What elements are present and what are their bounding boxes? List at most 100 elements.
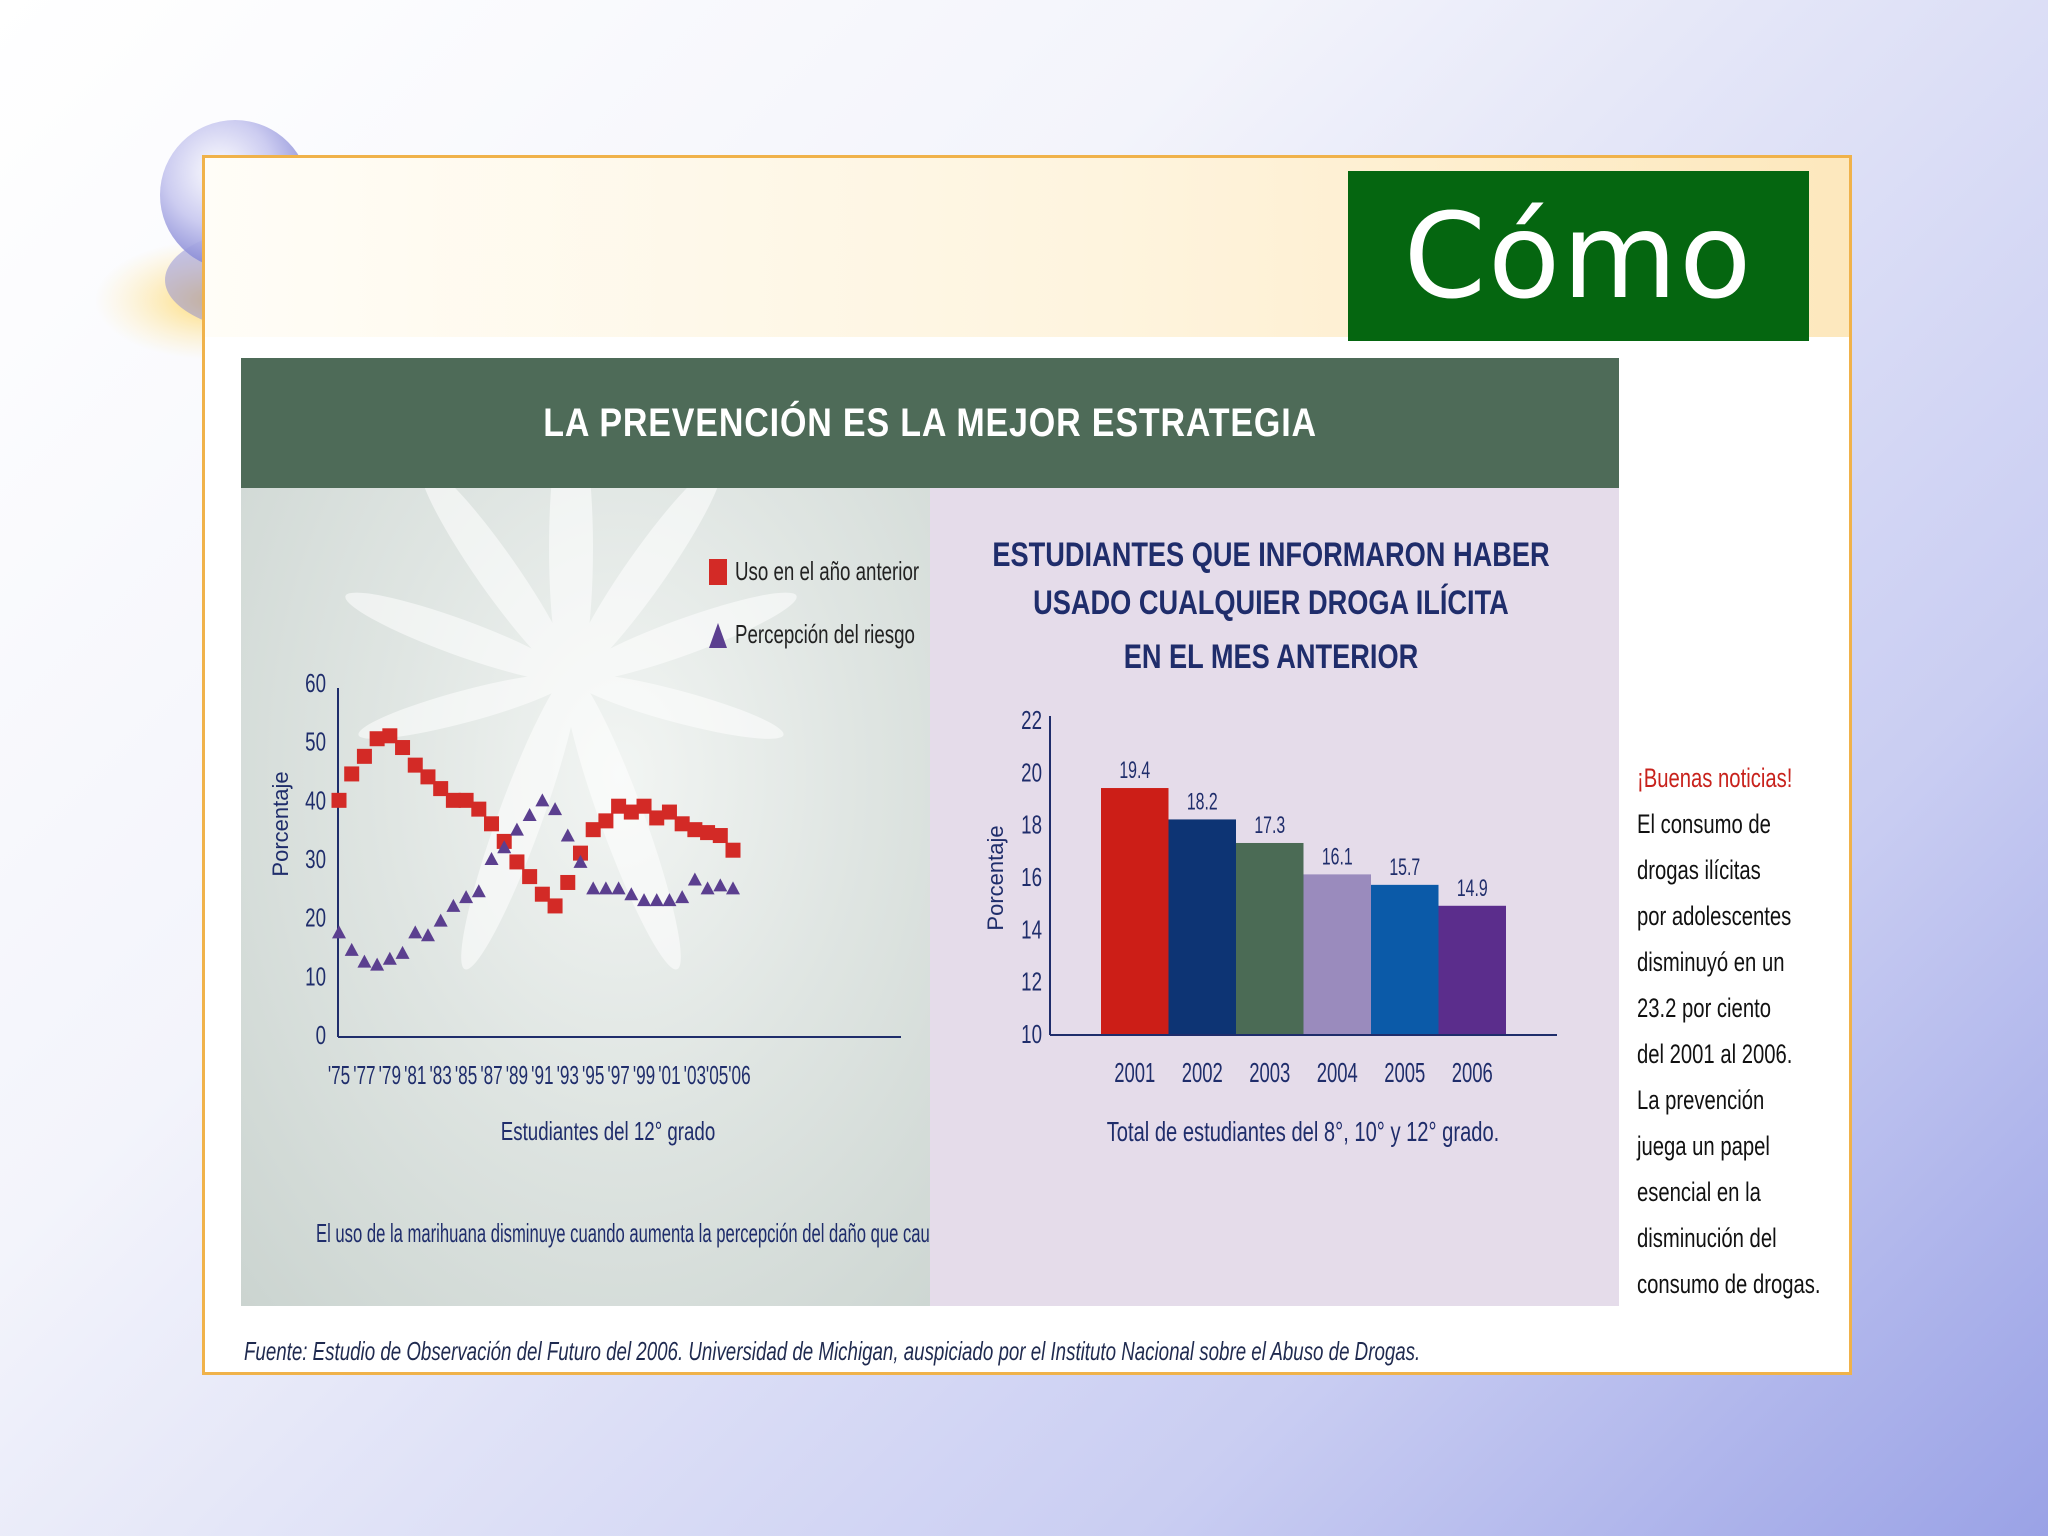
risk-data-point bbox=[357, 954, 372, 968]
bar-value-label: 16.1 bbox=[1322, 844, 1353, 870]
line-chart-ylabel: Porcentaje bbox=[268, 771, 293, 876]
risk-data-point bbox=[497, 840, 512, 854]
bar bbox=[1101, 788, 1169, 1034]
use-data-point bbox=[534, 886, 550, 902]
risk-data-point bbox=[535, 793, 550, 807]
risk-data-point bbox=[713, 878, 728, 892]
risk-data-point bbox=[395, 945, 410, 959]
legend-marker-use bbox=[709, 559, 727, 585]
risk-data-point bbox=[637, 893, 652, 907]
bar-chart-xlabel: Total de estudiantes del 8°, 10° y 12° g… bbox=[1107, 1117, 1500, 1148]
risk-data-point bbox=[420, 928, 435, 942]
news-line: La prevención bbox=[1637, 1085, 1765, 1115]
use-data-point bbox=[560, 874, 576, 890]
risk-data-point bbox=[611, 881, 626, 895]
legend-marker-risk bbox=[709, 623, 727, 648]
bar-value-label: 14.9 bbox=[1457, 876, 1488, 902]
line-chart-panel: 0 10 20 30 40 50 60 '75'77'79'81'83'85'87'89'91… bbox=[241, 488, 930, 1306]
bar-value-label: 17.3 bbox=[1254, 813, 1285, 839]
risk-data-point bbox=[459, 890, 474, 904]
use-data-point bbox=[636, 798, 652, 814]
y-tick-label: 0 bbox=[316, 1020, 326, 1050]
use-data-point bbox=[611, 798, 627, 814]
risk-data-point bbox=[598, 881, 613, 895]
y-tick-label: 22 bbox=[1021, 705, 1042, 735]
y-tick-label: 10 bbox=[305, 961, 326, 991]
x-tick-label: '93 bbox=[557, 1060, 579, 1090]
use-data-point bbox=[509, 854, 525, 870]
news-line: juega un papel bbox=[1637, 1131, 1770, 1161]
bar-chart-title-line-1: ESTUDIANTES QUE INFORMARON HABER bbox=[992, 535, 1549, 574]
risk-data-point bbox=[560, 828, 575, 842]
x-tick-label: 2002 bbox=[1182, 1058, 1223, 1089]
risk-data-point bbox=[649, 893, 664, 907]
news-line: El consumo de bbox=[1637, 809, 1771, 839]
news-line: esencial en la bbox=[1637, 1177, 1761, 1207]
legend-label-risk: Percepción del riesgo bbox=[735, 619, 915, 649]
use-data-point bbox=[458, 792, 474, 808]
x-tick-label: '95 bbox=[582, 1060, 604, 1090]
bar-chart-title-line-3: EN EL MES ANTERIOR bbox=[1124, 637, 1418, 676]
use-data-point bbox=[395, 740, 411, 756]
bar bbox=[1303, 874, 1371, 1034]
x-tick-label: '75 bbox=[328, 1060, 350, 1090]
source-note: Fuente: Estudio de Observación del Futur… bbox=[244, 1336, 1421, 1366]
bar bbox=[1168, 819, 1236, 1034]
use-data-point bbox=[649, 810, 665, 826]
banner-text: LA PREVENCIÓN ES LA MEJOR ESTRATEGIA bbox=[543, 400, 1317, 445]
use-data-point bbox=[623, 804, 639, 820]
risk-data-point bbox=[662, 893, 677, 907]
risk-data-point bbox=[586, 881, 601, 895]
line-chart-xlabel: Estudiantes del 12° grado bbox=[501, 1116, 715, 1146]
news-line: del 2001 al 2006. bbox=[1637, 1039, 1793, 1069]
news-line: 23.2 por ciento bbox=[1637, 993, 1771, 1023]
bar-chart: ESTUDIANTES QUE INFORMARON HABER USADO C… bbox=[983, 535, 1557, 1148]
bar-chart-panel: ESTUDIANTES QUE INFORMARON HABER USADO C… bbox=[930, 488, 1619, 1306]
x-tick-label: '81 bbox=[404, 1060, 426, 1090]
banner: LA PREVENCIÓN ES LA MEJOR ESTRATEGIA bbox=[241, 358, 1619, 488]
x-tick-label: 2005 bbox=[1384, 1058, 1425, 1089]
risk-data-point bbox=[471, 884, 486, 898]
legend-label-use: Uso en el año anterior bbox=[735, 556, 919, 586]
bar-value-label: 15.7 bbox=[1389, 855, 1420, 881]
use-data-point bbox=[471, 801, 487, 817]
x-tick-label: '85 bbox=[455, 1060, 477, 1090]
risk-data-point bbox=[408, 925, 423, 939]
slide-title: Cómo bbox=[1403, 187, 1754, 325]
y-tick-label: 12 bbox=[1021, 967, 1042, 997]
y-tick-label: 16 bbox=[1021, 862, 1042, 892]
use-data-point bbox=[445, 792, 461, 808]
risk-data-point bbox=[522, 808, 537, 821]
risk-data-point bbox=[700, 881, 715, 895]
use-data-point bbox=[547, 898, 563, 914]
risk-data-point bbox=[726, 881, 740, 895]
y-tick-label: 40 bbox=[305, 785, 326, 815]
bar-value-label: 19.4 bbox=[1119, 758, 1150, 784]
risk-data-point bbox=[370, 957, 385, 971]
use-data-point bbox=[433, 781, 449, 797]
line-chart: 0 10 20 30 40 50 60 '75'77'79'81'83'85'87'89'91… bbox=[268, 556, 930, 1248]
risk-data-point bbox=[509, 822, 524, 836]
risk-data-point bbox=[484, 852, 499, 865]
risk-data-point bbox=[433, 913, 448, 927]
line-chart-caption: El uso de la marihuana disminuye cuando … bbox=[316, 1218, 930, 1248]
x-tick-label: '01 bbox=[658, 1060, 680, 1090]
risk-data-point bbox=[624, 887, 639, 901]
y-tick-label: 50 bbox=[305, 727, 326, 757]
news-line: drogas ilícitas bbox=[1637, 855, 1761, 885]
news-sidebar: ¡Buenas noticias! El consumo de drogas i… bbox=[1637, 755, 1837, 1307]
y-tick-label: 14 bbox=[1021, 914, 1042, 944]
x-tick-label: 2004 bbox=[1317, 1058, 1358, 1089]
use-data-point bbox=[369, 731, 385, 747]
leaf-background bbox=[345, 488, 797, 970]
risk-data-point bbox=[382, 951, 397, 965]
x-tick-label: '99 bbox=[633, 1060, 655, 1090]
use-data-point bbox=[344, 766, 360, 782]
x-tick-label: '89 bbox=[506, 1060, 528, 1090]
use-data-point bbox=[522, 869, 538, 885]
use-data-point bbox=[407, 757, 423, 773]
y-tick-label: 20 bbox=[1021, 757, 1042, 787]
x-tick-label: '97 bbox=[607, 1060, 629, 1090]
use-data-point bbox=[687, 822, 703, 838]
use-data-point bbox=[484, 816, 500, 832]
